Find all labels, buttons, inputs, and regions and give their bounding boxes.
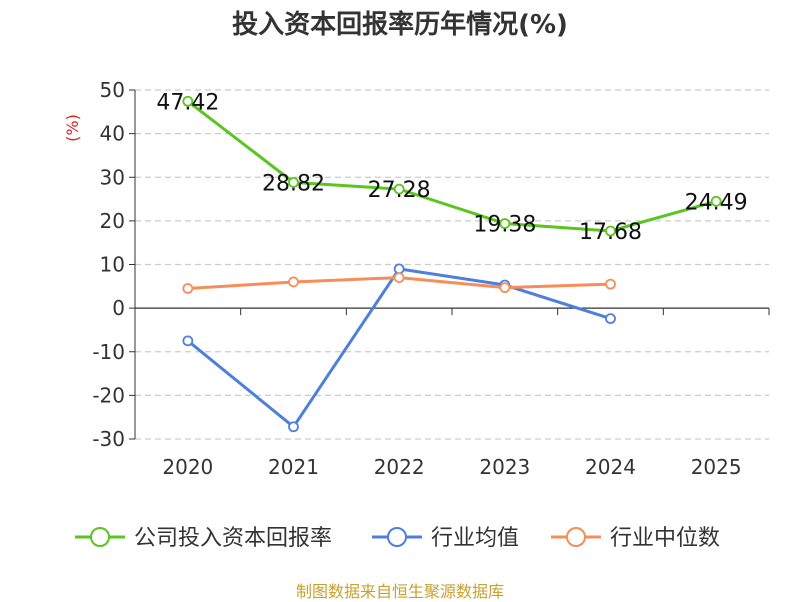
data-label: 47.42 <box>156 90 219 115</box>
legend-marker <box>387 527 407 547</box>
series-line <box>186 100 717 233</box>
data-point <box>182 283 194 294</box>
x-tick-label: 2021 <box>268 455 319 479</box>
legend-label: 公司投入资本回报率 <box>134 526 332 551</box>
legend-marker <box>566 527 586 547</box>
series-line <box>186 267 611 429</box>
y-tick-label: 50 <box>100 78 125 102</box>
data-label: 17.68 <box>579 220 642 245</box>
source-note: 制图数据来自恒生聚源数据库 <box>295 582 504 601</box>
data-label: 27.28 <box>368 178 431 203</box>
data-label: 28.82 <box>262 171 325 196</box>
y-tick-label: 40 <box>100 122 125 146</box>
y-tick-label: 10 <box>100 253 125 277</box>
data-point <box>499 218 511 229</box>
legend-label: 行业中位数 <box>610 526 720 551</box>
y-tick-label: -10 <box>92 340 125 364</box>
data-point <box>393 183 405 195</box>
data-point <box>182 95 194 107</box>
y-axis-label: (%) <box>63 114 82 142</box>
data-label: 24.49 <box>685 190 748 215</box>
data-point <box>182 335 194 347</box>
data-point <box>393 263 405 275</box>
legend-label: 行业均值 <box>431 526 519 551</box>
y-tick-label: -30 <box>92 427 125 451</box>
data-point <box>605 313 616 324</box>
x-tick-label: 2020 <box>162 455 213 479</box>
legend-marker <box>90 527 110 547</box>
y-tick-label: 30 <box>100 165 125 189</box>
data-point <box>393 272 405 283</box>
x-tick-label: 2022 <box>374 455 425 479</box>
data-point <box>288 276 299 288</box>
data-point <box>710 195 722 207</box>
x-tick-label: 2024 <box>585 455 636 479</box>
data-point <box>605 225 616 237</box>
y-tick-label: 20 <box>100 209 125 233</box>
y-tick-label: 0 <box>112 296 125 320</box>
x-tick-label: 2023 <box>479 455 530 479</box>
data-label: 19.38 <box>473 213 536 238</box>
chart-title: 投入资本回报率历年情况(%) <box>232 10 568 40</box>
data-point <box>499 282 511 294</box>
x-tick-label: 2025 <box>691 455 742 479</box>
y-tick-label: -20 <box>92 383 125 407</box>
data-point <box>288 176 299 188</box>
data-point <box>605 278 616 290</box>
data-point <box>288 421 299 433</box>
